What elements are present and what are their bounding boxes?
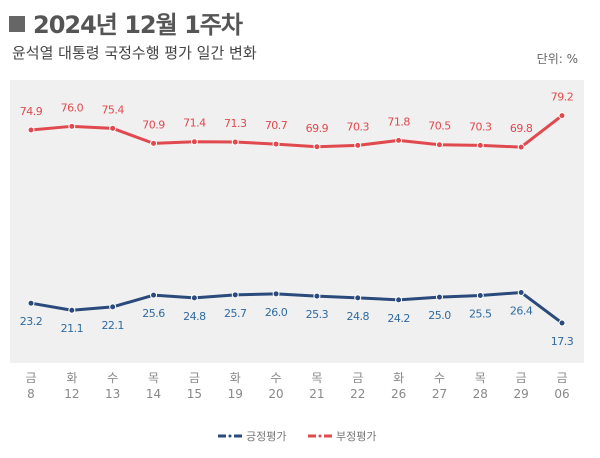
- data-label: 70.9: [142, 118, 165, 131]
- data-point: [150, 139, 158, 147]
- data-label: 71.3: [224, 117, 247, 130]
- data-label: 25.0: [428, 309, 451, 322]
- data-point: [354, 141, 362, 149]
- x-tick-date: 8: [27, 387, 35, 401]
- data-point: [517, 288, 525, 296]
- x-tick-date: 06: [554, 387, 569, 401]
- data-point: [313, 143, 321, 151]
- x-tick-day: 금: [516, 371, 527, 385]
- data-point: [231, 138, 239, 146]
- unit-label: 단위: %: [536, 52, 578, 66]
- data-label: 75.4: [101, 103, 124, 116]
- data-point: [272, 140, 280, 148]
- data-point: [313, 292, 321, 300]
- legend-label: 부정평가: [336, 430, 376, 443]
- data-label: 26.0: [265, 306, 288, 319]
- x-tick-day: 목: [475, 371, 486, 385]
- data-point: [395, 136, 403, 144]
- x-tick-day: 화: [393, 371, 404, 385]
- chart-title: 2024년 12월 1주차: [9, 5, 243, 40]
- data-label: 74.9: [20, 105, 43, 118]
- data-point: [435, 293, 443, 301]
- data-label: 70.3: [469, 120, 492, 133]
- data-point: [109, 124, 117, 132]
- data-point: [558, 319, 566, 327]
- data-point: [190, 294, 198, 302]
- x-tick-day: 목: [311, 371, 322, 385]
- x-tick-date: 22: [350, 387, 365, 401]
- data-label: 69.9: [306, 122, 329, 135]
- data-point: [231, 291, 239, 299]
- data-point: [476, 141, 484, 149]
- chart-subtitle: 윤석열 대통령 국정수행 평가 일간 변화: [12, 44, 257, 62]
- x-tick-day: 수: [434, 371, 445, 385]
- data-label: 71.8: [387, 115, 410, 128]
- data-point: [272, 290, 280, 298]
- x-tick-date: 29: [514, 387, 529, 401]
- data-label: 17.3: [551, 335, 574, 348]
- data-label: 24.8: [183, 310, 206, 323]
- x-tick-day: 금: [189, 371, 200, 385]
- data-point: [395, 296, 403, 304]
- data-point: [109, 303, 117, 311]
- data-label: 21.1: [61, 322, 84, 335]
- data-point: [68, 122, 76, 130]
- data-label: 76.0: [61, 101, 84, 114]
- data-label: 26.4: [510, 304, 533, 317]
- x-tick-day: 화: [230, 371, 241, 385]
- series-line-negative: [30, 114, 563, 149]
- x-tick-date: 21: [309, 387, 324, 401]
- x-tick-date: 20: [268, 387, 283, 401]
- x-tick-date: 13: [105, 387, 120, 401]
- legend-label: 긍정평가: [246, 430, 286, 443]
- data-point: [150, 291, 158, 299]
- x-tick-day: 금: [25, 371, 36, 385]
- data-point: [68, 306, 76, 314]
- data-label: 23.2: [20, 315, 43, 328]
- x-tick-day: 목: [148, 371, 159, 385]
- x-tick-date: 27: [432, 387, 447, 401]
- title-square-icon: [9, 16, 25, 32]
- data-label: 24.8: [347, 310, 370, 323]
- data-label: 24.2: [387, 312, 410, 325]
- data-label: 69.8: [510, 122, 533, 135]
- data-label: 70.5: [428, 120, 451, 133]
- legend-swatch-dot: [228, 434, 232, 438]
- x-tick-day: 수: [107, 371, 118, 385]
- data-label: 25.5: [469, 307, 492, 320]
- x-tick-date: 12: [64, 387, 79, 401]
- x-tick-date: 28: [473, 387, 488, 401]
- data-point: [435, 141, 443, 149]
- data-point: [27, 126, 35, 134]
- x-tick-date: 19: [228, 387, 243, 401]
- legend-swatch-dot: [318, 434, 322, 438]
- data-label: 70.7: [265, 119, 288, 132]
- data-point: [558, 112, 566, 120]
- data-label: 22.1: [101, 319, 124, 332]
- x-tick-day: 수: [271, 371, 282, 385]
- data-label: 25.3: [306, 308, 329, 321]
- data-point: [354, 294, 362, 302]
- plot-background: [10, 80, 584, 363]
- x-tick-day: 화: [66, 371, 77, 385]
- series-line-positive: [30, 290, 563, 325]
- chart-title-text: 2024년 12월 1주차: [33, 11, 243, 39]
- data-point: [27, 299, 35, 307]
- data-label: 79.2: [551, 91, 574, 104]
- x-tick-date: 15: [187, 387, 202, 401]
- data-point: [517, 143, 525, 151]
- data-label: 25.7: [224, 307, 247, 320]
- x-tick-day: 금: [352, 371, 363, 385]
- data-label: 25.6: [142, 307, 165, 320]
- data-label: 70.3: [347, 120, 370, 133]
- data-label: 71.4: [183, 117, 206, 130]
- data-point: [476, 291, 484, 299]
- data-point: [190, 138, 198, 146]
- x-tick-day: 금: [556, 371, 567, 385]
- x-tick-date: 26: [391, 387, 406, 401]
- x-tick-date: 14: [146, 387, 161, 401]
